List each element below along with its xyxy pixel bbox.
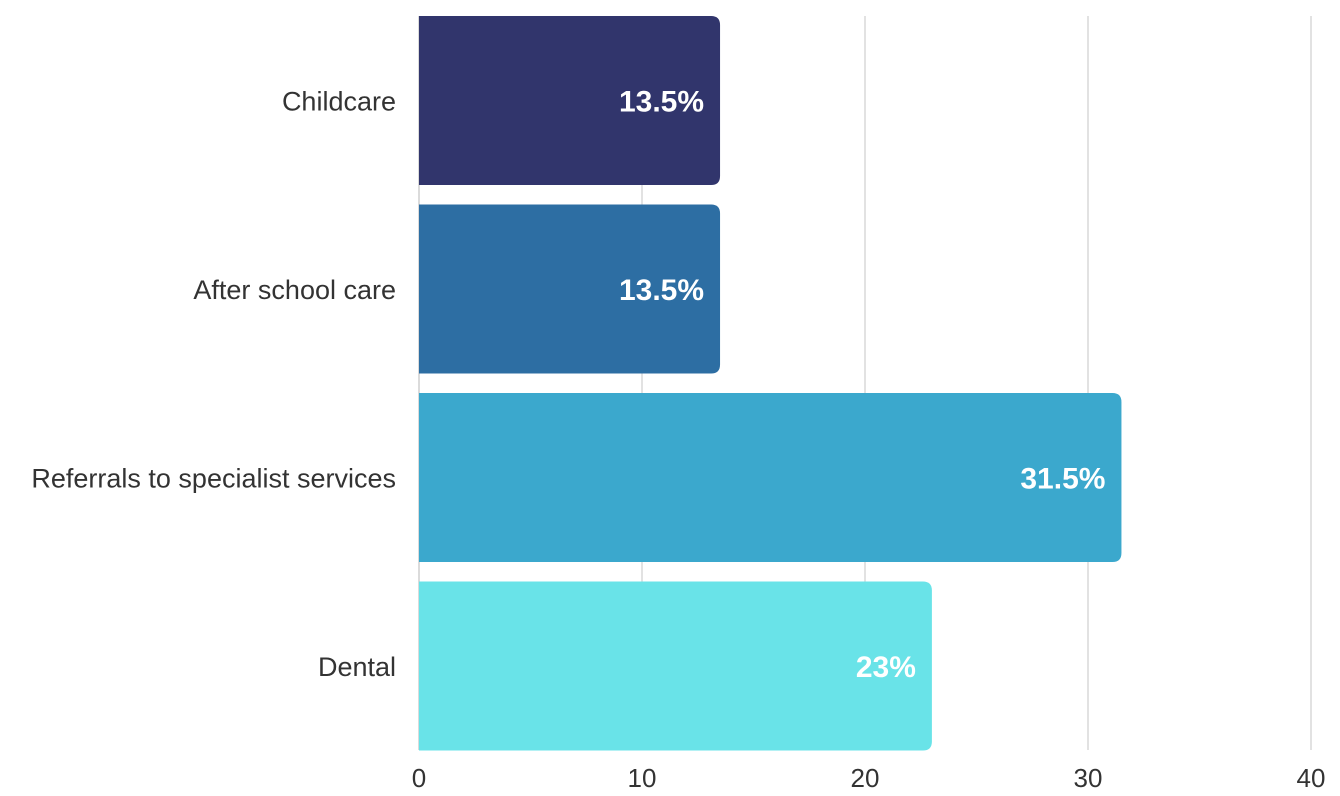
bar-after-school-care bbox=[419, 204, 721, 374]
data-label: 13.5% bbox=[619, 86, 704, 119]
category-label: Childcare bbox=[282, 87, 396, 117]
x-tick-label: 30 bbox=[1074, 763, 1103, 793]
x-tick-label: 0 bbox=[412, 763, 426, 793]
data-label: 13.5% bbox=[619, 274, 704, 307]
category-label: After school care bbox=[193, 275, 396, 305]
category-label: Referrals to specialist services bbox=[31, 464, 396, 494]
data-label: 23% bbox=[856, 651, 916, 684]
x-tick-label: 10 bbox=[628, 763, 657, 793]
bar-referrals-to-specialist-services bbox=[419, 393, 1122, 562]
category-labels: Childcare After school care Referrals to s… bbox=[31, 87, 396, 683]
x-axis-ticks: 0 10 20 30 40 bbox=[412, 763, 1326, 793]
bars: 13.5% 13.5% 31.5% 23% bbox=[419, 16, 1122, 751]
bar-dental bbox=[419, 581, 932, 751]
x-tick-label: 20 bbox=[851, 763, 880, 793]
x-tick-label: 40 bbox=[1297, 763, 1326, 793]
bar-childcare bbox=[419, 16, 721, 185]
data-label: 31.5% bbox=[1020, 463, 1105, 496]
category-label: Dental bbox=[318, 652, 396, 682]
